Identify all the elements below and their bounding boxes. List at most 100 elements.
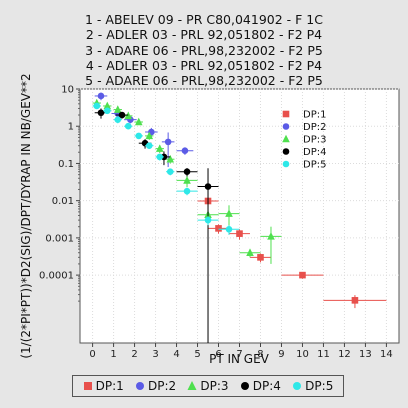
x-tick-label: 13 <box>359 349 372 360</box>
data-point <box>204 183 212 190</box>
inner-legend: DP:1DP:2 DP:3DP:4 DP:5 <box>282 110 326 171</box>
data-point <box>267 232 275 240</box>
data-point <box>118 111 126 119</box>
legend-marker-shape <box>136 382 144 390</box>
x-tick-label: 10 <box>296 349 309 360</box>
legend-marker <box>83 382 92 390</box>
inner-legend-marker <box>282 110 290 118</box>
legend-label: DP:2 <box>148 379 177 393</box>
data-point <box>183 168 191 176</box>
data-point <box>145 131 154 140</box>
legend-marker <box>187 381 197 390</box>
legend-item-dp4: DP:4 <box>240 379 281 393</box>
inner-legend-label: DP:5 <box>303 160 326 171</box>
data-point <box>103 107 111 115</box>
x-tick-label: 3 <box>152 349 158 360</box>
data-point <box>183 176 191 184</box>
inner-legend-marker <box>282 123 290 130</box>
data-point <box>225 209 233 217</box>
chart-title-line-5: 5 - ADARE 06 - PRL,98,232002 - F2 P5 <box>85 73 323 89</box>
inner-legend-label: DP:4 <box>303 147 326 158</box>
y-tick-label: 0.01 <box>52 196 74 207</box>
chart-titles: 1 - ABELEV 09 - PR C80,041902 - F 1C 2 -… <box>0 12 408 88</box>
data-point <box>351 297 359 304</box>
chart-title-line-4: 4 - ADLER 03 - PRL 92,051802 - F2 P4 <box>85 57 323 73</box>
inner-legend-label: DP:1 <box>303 110 326 121</box>
data-point <box>204 216 212 224</box>
data-point <box>166 154 175 163</box>
legend-label: DP:3 <box>200 379 229 393</box>
chart-title-line-2: 2 - ADLER 03 - PRL 92,051802 - F2 P4 <box>85 27 323 43</box>
data-point <box>97 109 105 117</box>
legend-item-dp3: DP:3 <box>187 379 229 393</box>
inner-legend-marker <box>282 148 290 155</box>
x-tick-label: 8 <box>257 349 263 360</box>
data-point <box>215 225 222 232</box>
data-point <box>164 138 172 146</box>
series-dp3 <box>92 98 282 264</box>
legend-marker-shape <box>293 382 302 390</box>
legend-label: DP:1 <box>95 379 124 393</box>
data-point <box>257 254 264 261</box>
data-point <box>155 144 164 152</box>
legend-marker <box>136 382 144 390</box>
series-dp5 <box>92 102 240 235</box>
x-tick-label: 1 <box>110 349 116 360</box>
data-point <box>114 116 122 123</box>
legend-marker-shape <box>83 382 92 390</box>
y-tick-label: 10 <box>61 85 74 96</box>
x-axis-label: PT IN GEV <box>209 352 270 366</box>
data-point <box>134 117 143 126</box>
legend-marker-shape <box>240 382 249 390</box>
inner-legend-marker <box>282 134 290 143</box>
x-tick-label: 5 <box>194 349 200 360</box>
data-point <box>145 142 153 149</box>
data-point <box>225 226 233 233</box>
inner-legend-marker <box>282 160 290 168</box>
x-tick-label: 9 <box>278 349 284 360</box>
legend-marker <box>293 382 302 390</box>
data-point <box>166 168 174 176</box>
data-point <box>246 248 254 257</box>
x-tick-label: 14 <box>380 349 393 360</box>
legend-item-dp2: DP:2 <box>135 379 176 393</box>
data-series <box>92 92 387 343</box>
data-point <box>299 271 306 279</box>
data-point <box>113 105 122 113</box>
data-point <box>97 92 105 100</box>
x-tick-label: 0 <box>89 349 95 360</box>
y-tick-label: 0.0001 <box>39 271 74 282</box>
x-tick-label: 12 <box>338 349 351 360</box>
x-tick-label: 11 <box>317 349 330 360</box>
legend-marker <box>240 382 249 390</box>
y-tick-label: 0.1 <box>58 159 74 170</box>
inner-legend-label: DP:2 <box>303 122 326 133</box>
axis-ticks: 0 1 2 3 4 5 6 7 8 9 10 11 12 13 141010.10.010.0010.000… <box>39 85 393 361</box>
grid <box>80 88 399 343</box>
legend-marker-shape <box>187 381 197 390</box>
x-tick-label: 2 <box>131 349 137 360</box>
x-tick-label: 6 <box>215 349 221 360</box>
chart-title-line-1: 1 - ABELEV 09 - PR C80,041902 - F 1C <box>84 12 323 27</box>
data-point <box>135 132 143 140</box>
y-axis-label: (1/(2*PI*PT))*D2(SIG)/DPT/DYRAP IN NB/GE… <box>19 73 33 358</box>
x-tick-label: 7 <box>236 349 242 360</box>
data-point <box>183 187 191 195</box>
data-point <box>124 122 132 130</box>
y-tick-label: 1 <box>68 122 74 133</box>
legend-label: DP:5 <box>305 379 334 393</box>
data-point <box>236 230 243 237</box>
legend-label: DP:4 <box>252 379 281 393</box>
y-tick-label: 0.001 <box>45 233 74 244</box>
x-tick-label: 4 <box>173 349 179 360</box>
chart-title-line-3: 3 - ADARE 06 - PRL,98,232002 - F2 P5 <box>85 42 323 58</box>
data-point <box>156 153 164 161</box>
inner-legend-label: DP:3 <box>303 135 326 146</box>
legend-item-dp1: DP:1 <box>83 379 124 393</box>
series-dp1 <box>197 196 387 309</box>
data-point <box>103 101 112 110</box>
data-point <box>93 102 101 110</box>
bottom-legend: DP:1 DP:2 DP:3 DP:4 DP:5 <box>72 375 344 397</box>
legend-item-dp5: DP:5 <box>292 379 333 393</box>
